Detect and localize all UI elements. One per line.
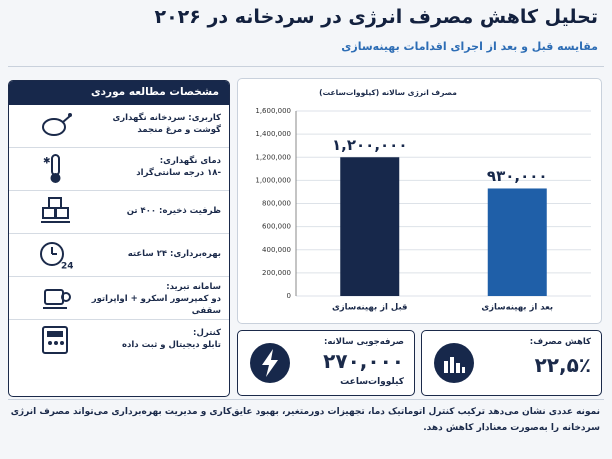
spec-item: سامانه تبرید: دو کمپرسور اسکرو + اواپراتو… bbox=[9, 277, 229, 320]
spec-label: کنترل: bbox=[193, 328, 221, 338]
spec-label: کاربری: bbox=[188, 113, 221, 123]
specs-panel: مشخصات مطالعه موردی کاربری: سردخانه نگهد… bbox=[8, 80, 230, 397]
icon bbox=[43, 289, 71, 309]
spec-value: سردخانه نگهداری گوشت و مرغ منجمد bbox=[112, 113, 221, 135]
saving-card: صرفه‌جویی سالانه: ۲۷۰,۰۰۰ کیلووات‌ساعت bbox=[237, 330, 415, 396]
spec-value: -۱۸ درجه سانتی‌گراد bbox=[136, 168, 221, 178]
icon bbox=[41, 197, 70, 223]
spec-value: تابلو دیجیتال و ثبت داده bbox=[122, 340, 221, 350]
divider bbox=[8, 399, 604, 400]
y-tick-label: 1,600,000 bbox=[255, 107, 291, 115]
card-value: ۲۷۰,۰۰۰ bbox=[323, 349, 404, 373]
icon-text: 24 bbox=[61, 262, 73, 272]
card-value: ۲۲,۵٪ bbox=[534, 353, 591, 377]
spec-value: ۴۰۰ تن bbox=[126, 206, 157, 216]
card-unit: کیلووات‌ساعت bbox=[340, 377, 404, 387]
value-label: ۹۳۰,۰۰۰ bbox=[487, 167, 548, 185]
spec-item: دمای نگهداری: -۱۸ درجه سانتی‌گراد ✱ bbox=[9, 148, 229, 191]
divider bbox=[8, 66, 604, 67]
icon bbox=[434, 343, 474, 383]
x-tick-label: قبل از بهینه‌سازی bbox=[332, 303, 407, 313]
note: نمونه عددی نشان می‌دهد ترکیب کنترل اتوما… bbox=[10, 407, 600, 433]
spec-item: کنترل: تابلو دیجیتال و ثبت داده bbox=[9, 320, 229, 362]
icon: ✱ bbox=[43, 154, 61, 183]
spec-value: دو کمپرسور اسکرو + اواپراتور سقفی bbox=[91, 294, 221, 316]
chart: مصرف انرژی سالانه (کیلووات‌ساعت) 0 200,00… bbox=[255, 88, 591, 313]
specs-title: مشخصات مطالعه موردی bbox=[9, 81, 229, 105]
spec-label: ظرفیت ذخیره: bbox=[159, 206, 221, 216]
icon bbox=[42, 326, 68, 354]
spec-value: ۲۴ ساعته bbox=[127, 249, 168, 259]
icon: 24 bbox=[40, 242, 73, 272]
spec-item: بهره‌برداری: ۲۴ ساعته 24 bbox=[9, 234, 229, 277]
card-label: صرفه‌جویی سالانه: bbox=[323, 337, 404, 347]
y-tick-label: 1,200,000 bbox=[255, 153, 291, 161]
y-tick-label: 200,000 bbox=[262, 269, 291, 277]
y-tick-label: 600,000 bbox=[262, 223, 291, 231]
x-tick-label: بعد از بهینه‌سازی bbox=[481, 303, 553, 313]
card-label: کاهش مصرف: bbox=[529, 337, 591, 347]
y-axis-label: مصرف انرژی سالانه (کیلووات‌ساعت) bbox=[319, 88, 457, 97]
svg-text:✱: ✱ bbox=[43, 157, 51, 167]
bar bbox=[487, 188, 547, 296]
spec-item: ظرفیت ذخیره: ۴۰۰ تن bbox=[9, 191, 229, 234]
reduction-card: کاهش مصرف: ۲۲,۵٪ bbox=[421, 330, 602, 396]
value-label: ۱,۲۰۰,۰۰۰ bbox=[332, 136, 407, 154]
spec-label: بهره‌برداری: bbox=[170, 249, 221, 259]
title: تحلیل کاهش مصرف انرژی در سردخانه در ۲۰۲۶ bbox=[154, 6, 598, 28]
y-tick-label: 0 bbox=[287, 292, 291, 300]
icon bbox=[250, 343, 290, 383]
y-tick-label: 1,400,000 bbox=[255, 130, 291, 138]
y-tick-label: 400,000 bbox=[262, 246, 291, 254]
icon bbox=[42, 113, 72, 136]
bar bbox=[340, 157, 400, 296]
subtitle: مقایسه قبل و بعد از اجرای اقدامات بهینه‌… bbox=[341, 40, 598, 53]
chart-panel: مصرف انرژی سالانه (کیلووات‌ساعت) 0 200,00… bbox=[237, 78, 602, 324]
y-tick-label: 1,000,000 bbox=[255, 176, 291, 184]
spec-label: سامانه تبرید: bbox=[166, 282, 221, 292]
y-tick-label: 800,000 bbox=[262, 200, 291, 208]
spec-label: دمای نگهداری: bbox=[159, 156, 221, 166]
spec-item: کاربری: سردخانه نگهداری گوشت و مرغ منجمد bbox=[9, 105, 229, 148]
